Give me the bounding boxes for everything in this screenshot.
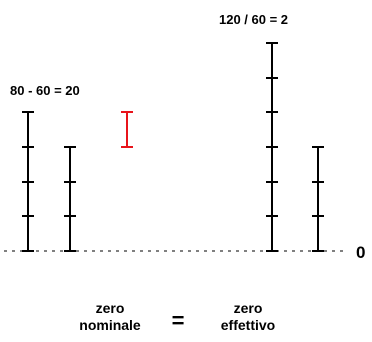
right-bar-60 <box>312 146 324 252</box>
left-equation-label: 80 - 60 = 20 <box>10 83 80 98</box>
zero-effettivo-label-line2: effettivo <box>221 317 275 333</box>
left-bar-60 <box>64 146 76 252</box>
difference-bar-20 <box>121 111 133 148</box>
left-bar-80 <box>22 111 34 252</box>
right-equation-label: 120 / 60 = 2 <box>219 12 288 27</box>
zero-nominale-label-line1: zero <box>96 300 125 316</box>
equals-sign: = <box>172 308 185 333</box>
right-bar-120 <box>266 42 278 252</box>
zero-nominale-label-line2: nominale <box>79 317 141 333</box>
zero-effettivo-label-line1: zero <box>234 300 263 316</box>
zero-label: 0 <box>356 243 365 262</box>
